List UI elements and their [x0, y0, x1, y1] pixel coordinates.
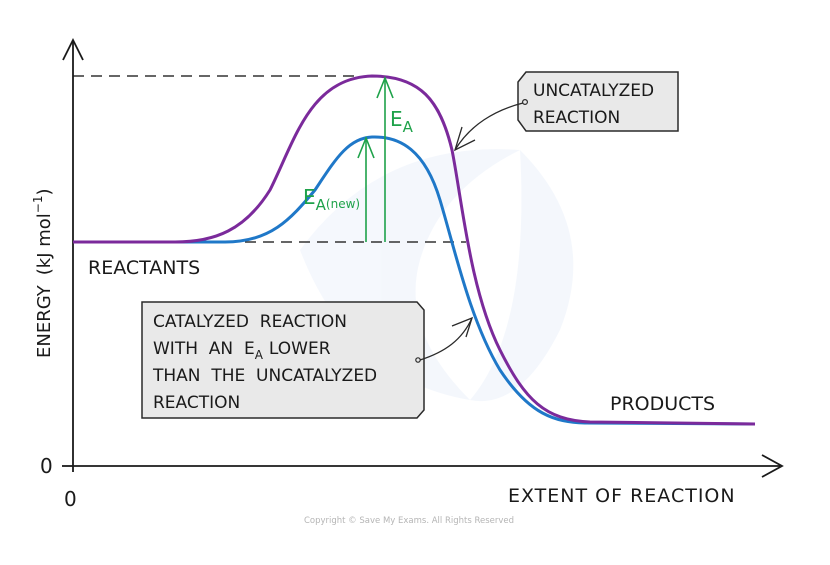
uncatalyzed-pointer-arrow-icon — [453, 126, 476, 152]
catalyzed-pointer — [419, 317, 473, 361]
ea-arrow — [376, 75, 394, 242]
uncatalyzed-callout-line1: UNCATALYZED — [533, 81, 654, 101]
uncatalyzed-callout: UNCATALYZED REACTION — [453, 71, 679, 152]
x-origin-label: 0 — [64, 487, 77, 511]
svg-text:ENERGY(kJ mol−1): ENERGY(kJ mol−1) — [31, 188, 55, 358]
ea-new-arrow — [357, 135, 375, 242]
y-axis — [62, 37, 84, 472]
uncatalyzed-callout-line2: REACTION — [533, 108, 620, 128]
ea-new-label: EA(new) — [303, 185, 360, 214]
reactants-label: REACTANTS — [88, 257, 200, 279]
x-axis-arrow-icon — [761, 454, 784, 478]
ea-new-arrowhead-icon — [357, 135, 375, 159]
copyright-text: Copyright © Save My Exams. All Rights Re… — [304, 516, 514, 526]
ea-label: EA — [390, 107, 414, 136]
catalyzed-callout: CATALYZED REACTION WITH AN EA LOWER THAN … — [141, 301, 474, 419]
catalyzed-callout-line1: CATALYZED REACTION — [153, 312, 347, 332]
x-axis-label: EXTENT OF REACTION — [508, 485, 736, 507]
uncatalyzed-pointer — [454, 102, 524, 151]
ea-arrowhead-icon — [376, 75, 394, 99]
products-label: PRODUCTS — [610, 393, 715, 415]
catalyzed-pointer-arrow-icon — [451, 316, 474, 338]
x-axis — [73, 454, 784, 478]
catalyzed-callout-line4: REACTION — [153, 393, 240, 413]
catalyzed-curve — [73, 135, 756, 426]
y-origin-label: 0 — [40, 454, 53, 478]
catalyzed-callout-line3: THAN THE UNCATALYZED — [152, 366, 377, 386]
y-axis-arrow-icon — [62, 37, 84, 61]
y-axis-label: ENERGY(kJ mol−1) — [31, 188, 55, 358]
uncatalyzed-curve — [73, 74, 756, 426]
catalyzed-callout-line2: WITH AN EA LOWER — [153, 339, 331, 362]
